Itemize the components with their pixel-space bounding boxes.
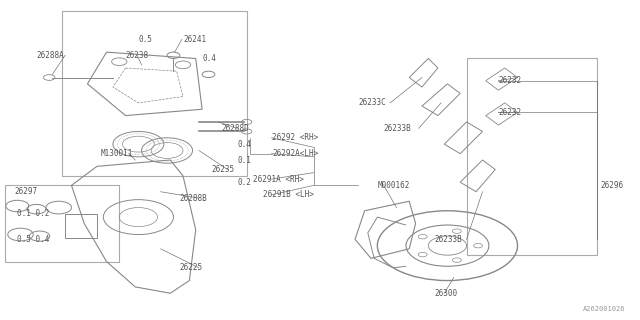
Text: 0.4: 0.4 (237, 140, 251, 148)
Text: 0.5: 0.5 (138, 35, 152, 44)
Bar (467, 59, 597, 255)
Text: 26241: 26241 (183, 35, 206, 44)
Text: 26233B: 26233B (384, 124, 412, 133)
Text: 26232: 26232 (499, 108, 522, 117)
Text: 26232: 26232 (499, 76, 522, 85)
Text: 26291A <RH>: 26291A <RH> (253, 174, 304, 184)
Bar (62, 11, 246, 176)
Text: 0.1 0.2: 0.1 0.2 (17, 209, 50, 219)
Text: M000162: M000162 (378, 181, 410, 190)
Text: 26297: 26297 (14, 187, 37, 196)
Text: 0.2: 0.2 (237, 178, 251, 187)
Text: A262001026: A262001026 (584, 306, 626, 312)
Text: 26292 <RH>: 26292 <RH> (272, 133, 319, 142)
Text: 26288D: 26288D (221, 124, 249, 133)
Text: 26292A<LH>: 26292A<LH> (272, 149, 319, 158)
Text: 26238: 26238 (125, 51, 148, 60)
Bar (65, 214, 97, 238)
Text: 26235: 26235 (212, 165, 235, 174)
Text: 0.5 0.4: 0.5 0.4 (17, 235, 50, 244)
Bar (4, 185, 119, 261)
Text: 26288A: 26288A (36, 51, 64, 60)
Text: 26288B: 26288B (180, 194, 207, 203)
Text: 26233B: 26233B (435, 235, 463, 244)
Text: 26233C: 26233C (358, 99, 386, 108)
Text: M130011: M130011 (100, 149, 132, 158)
Text: 26291B <LH>: 26291B <LH> (262, 190, 314, 199)
Text: 0.1: 0.1 (237, 156, 251, 164)
Text: 26300: 26300 (435, 289, 458, 298)
Text: 26296: 26296 (600, 181, 623, 190)
Text: 26225: 26225 (180, 263, 203, 272)
Text: 0.4: 0.4 (202, 54, 216, 63)
